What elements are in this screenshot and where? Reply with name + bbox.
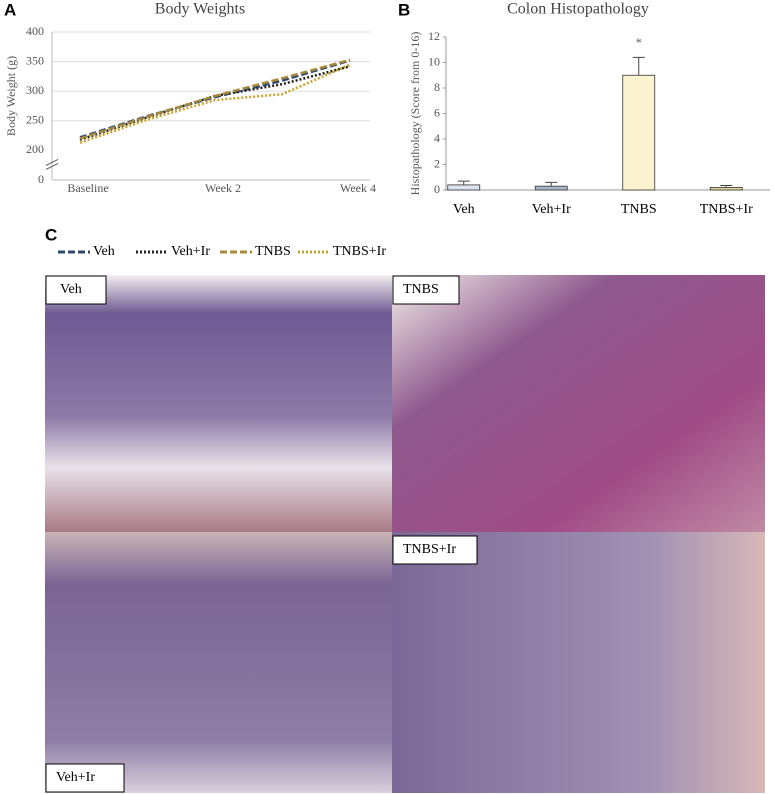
line-series (79, 58, 351, 140)
label-box (45, 275, 107, 305)
annotation: * (636, 35, 642, 49)
y-tick-label: 0 (38, 172, 44, 186)
bar (709, 187, 743, 191)
x-tick-label: Week 4 (340, 181, 376, 195)
error-bar (720, 185, 733, 188)
chart-title: Colon Histopathology (507, 1, 649, 18)
axis-break (45, 162, 59, 170)
micrograph-label: Veh (60, 282, 82, 297)
micrograph (392, 532, 765, 793)
line-series (79, 63, 351, 144)
y-tick-label: 8 (434, 80, 440, 94)
bar (447, 184, 481, 191)
x-tick-label: Veh+Ir (532, 202, 571, 217)
bar (534, 185, 568, 191)
micrographs: Veh TNBS Veh+Ir TNBS+Ir (45, 275, 765, 793)
panel-letter: B (398, 0, 410, 19)
error-bar (632, 56, 645, 76)
y-tick-label: 12 (428, 29, 440, 43)
axis-break (45, 158, 59, 166)
micrograph (392, 275, 765, 532)
legend-label: TNBS+Ir (333, 244, 386, 259)
bar (622, 74, 656, 191)
y-tick-label: 250 (26, 113, 44, 127)
line-series (79, 65, 351, 141)
legend-label: Veh+Ir (171, 244, 210, 259)
y-tick-label: 10 (428, 54, 440, 68)
x-tick-label: Week 2 (205, 181, 241, 195)
label-box (392, 275, 460, 305)
panel-letter: C (45, 225, 57, 244)
micrograph (45, 532, 392, 793)
y-tick-label: 0 (434, 182, 440, 196)
panel-letter: A (4, 0, 16, 19)
error-bar (545, 181, 558, 187)
x-tick-label: TNBS (621, 202, 657, 217)
y-tick-label: 2 (434, 156, 440, 170)
legend-label: TNBS (255, 244, 291, 259)
y-tick-label: 200 (26, 142, 44, 156)
legend-label: Veh (93, 244, 115, 259)
y-tick-label: 300 (26, 83, 44, 97)
micrograph-label: Veh+Ir (56, 770, 95, 785)
y-tick-label: 400 (26, 24, 44, 38)
y-axis-label: Histopathology (Score from 0-16) (408, 32, 422, 196)
micrograph-label: TNBS (403, 282, 439, 297)
micrograph-label: TNBS+Ir (403, 542, 456, 557)
x-tick-label: Baseline (67, 181, 108, 195)
label-box (392, 535, 478, 565)
x-tick-label: TNBS+Ir (700, 202, 753, 217)
error-bar (457, 180, 470, 185)
label-box (45, 763, 125, 793)
y-tick-label: 4 (434, 131, 440, 145)
y-tick-label: 6 (434, 105, 440, 119)
x-tick-label: Veh (453, 202, 475, 217)
micrograph (45, 275, 392, 532)
y-tick-label: 350 (26, 53, 44, 67)
y-axis-label: Body Weight (g) (4, 56, 18, 136)
chart-title: Body Weights (155, 1, 245, 18)
